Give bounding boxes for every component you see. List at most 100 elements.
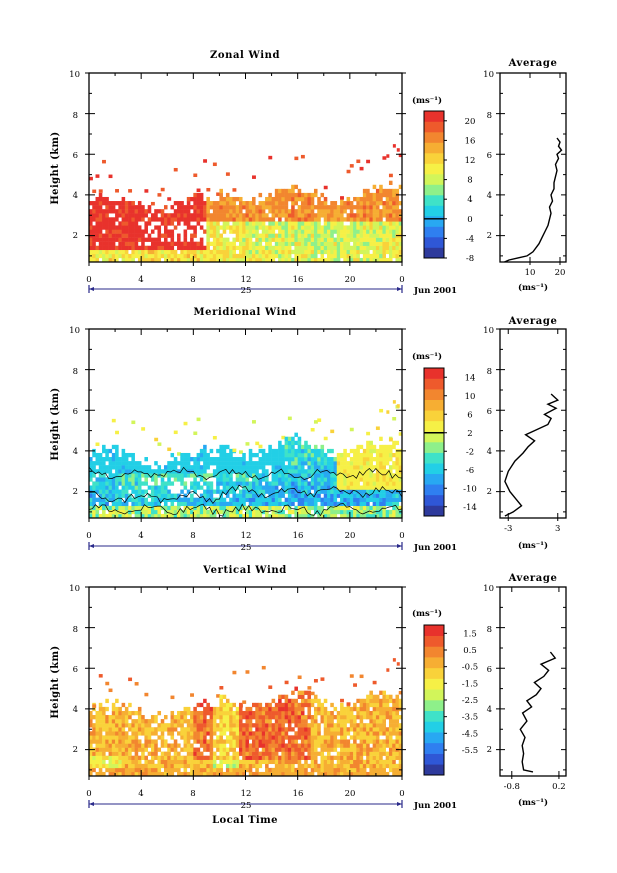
heatmap-cell [111,452,116,458]
heatmap-cell [160,477,165,482]
heatmap-cell [216,237,220,242]
heatmap-cell [300,233,305,238]
heatmap-cell [121,489,126,494]
heatmap-cell [327,249,331,255]
heatmap-cell [317,509,321,515]
heatmap-cell [134,755,139,760]
heatmap-cell [307,497,312,502]
heatmap-cell [154,249,158,255]
heatmap-cell [105,229,109,234]
heatmap-cell [245,759,250,765]
heatmap-cell [121,241,126,246]
colorbar-frame [423,367,445,517]
heatmap-cell [300,690,305,695]
heatmap-cell [141,257,145,262]
heatmap-cell [304,213,308,218]
heatmap-cell [131,420,136,425]
heatmap-cell [359,485,364,490]
heatmap-cell [248,245,253,251]
heatmap-cell [310,719,315,724]
heatmap-cell [366,473,370,478]
heatmap-cell [372,241,377,246]
heatmap-cell [248,735,253,740]
heatmap-cell [219,686,224,690]
heatmap-cell [375,509,380,515]
heatmap-cell [255,205,259,210]
heatmap-cell [366,192,370,198]
heatmap-cell [134,469,139,474]
heatmap-cell [281,257,285,262]
heatmap-cell [278,245,282,251]
heatmap-cell [392,144,396,148]
heatmap-cell [141,489,145,494]
profile-y-tick: 6 [487,407,492,417]
heatmap-cell [356,505,360,511]
heatmap-cell [137,461,142,466]
heatmap-cell [281,739,285,744]
heatmap-cell [297,727,302,732]
heatmap-cell [268,727,272,732]
heatmap-cell [310,245,315,251]
heatmap-cell [385,477,390,482]
heatmap-cell [300,477,305,482]
heatmap-cell [336,473,341,478]
heatmap-cell [98,461,103,466]
heatmap-cell [212,473,217,478]
heatmap-cell [362,501,367,507]
heatmap-cell [395,698,400,704]
heatmap-cell [369,759,373,765]
heatmap-cell [287,217,292,222]
heatmap-cell [180,245,184,251]
heatmap-cell [392,237,396,242]
heatmap-cell [141,473,145,478]
heatmap-cell [144,735,148,740]
heatmap-cell [89,457,93,462]
heatmap-cell [385,739,390,744]
heatmap-cell [304,217,308,222]
heatmap-cell [229,755,233,760]
heatmap-cell [278,501,282,507]
heatmap-cell [385,249,390,255]
heatmap-cell [265,225,269,230]
heatmap-cell [382,771,386,776]
heatmap-cell [359,731,364,736]
heatmap-cell [219,751,223,756]
heatmap-cell [180,735,184,740]
heatmap-cell [340,489,344,494]
heatmap-cell [294,771,298,776]
heatmap-cell [222,719,227,724]
heatmap-cell [111,715,116,720]
heatmap-cell [379,249,383,255]
heatmap-cell [379,229,383,234]
date-marker-label: 25 [241,286,252,296]
heatmap-cell [245,209,250,214]
heatmap-cell [229,481,233,486]
heatmap-cell [193,501,197,507]
heatmap-cell [222,481,227,486]
heatmap-cell [278,747,282,752]
heatmap-cell [388,221,393,226]
heatmap-cell [317,489,321,494]
heatmap-cell [134,731,139,736]
heatmap-cell [216,257,220,262]
heatmap-cell [304,755,308,760]
heatmap-cell [92,205,96,210]
heatmap-cell [98,489,103,494]
heatmap-cell [170,469,175,474]
heatmap-cell [395,485,400,490]
heatmap-cell [98,751,103,756]
heatmap-cell [209,735,214,740]
heatmap-cell [225,751,230,756]
heatmap-cell [242,205,246,210]
heatmap-cell [385,755,390,760]
heatmap-cell [385,710,390,716]
heatmap-cell [304,727,308,732]
heatmap-cell [92,229,96,234]
heatmap-cell [232,253,237,259]
heatmap-cell [232,201,237,206]
heatmap-cell [398,759,402,765]
heatmap-cell [327,719,331,724]
heatmap-cell [310,209,315,214]
heatmap-cell [333,241,338,246]
heatmap-cell [343,767,347,773]
